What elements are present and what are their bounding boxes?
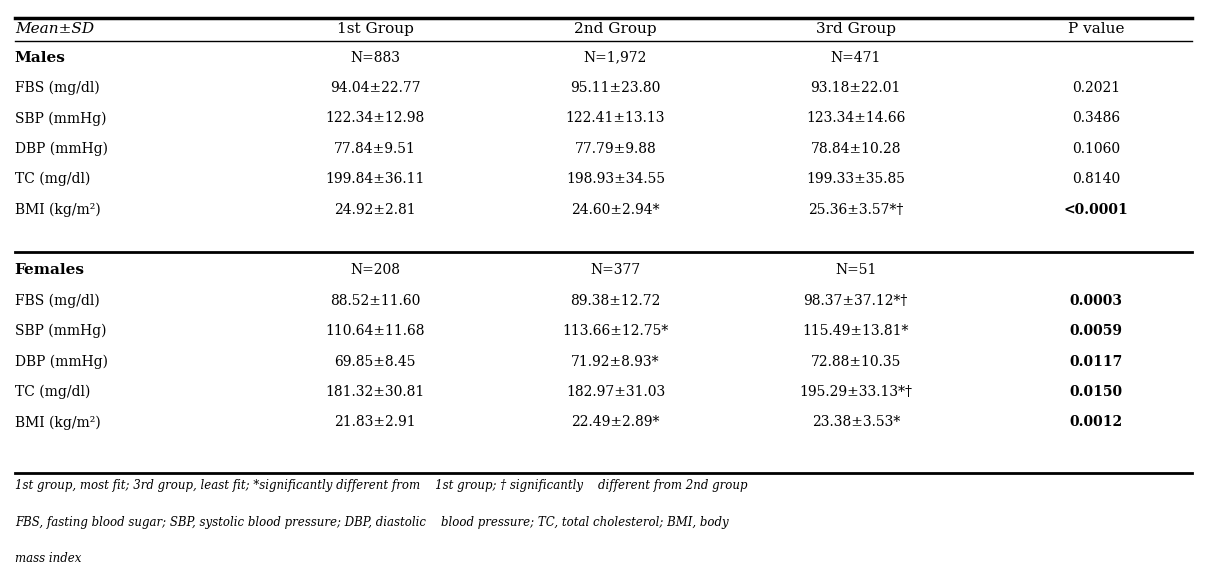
Text: 2nd Group: 2nd Group <box>575 22 657 36</box>
Text: N=883: N=883 <box>350 50 401 65</box>
Text: TC (mg/dl): TC (mg/dl) <box>14 385 91 399</box>
Text: 0.0117: 0.0117 <box>1069 355 1123 368</box>
Text: FBS (mg/dl): FBS (mg/dl) <box>14 294 99 308</box>
Text: BMI (kg/m²): BMI (kg/m²) <box>14 415 100 430</box>
Text: <0.0001: <0.0001 <box>1063 203 1129 217</box>
Text: 0.1060: 0.1060 <box>1072 142 1120 156</box>
Text: 69.85±8.45: 69.85±8.45 <box>334 355 416 368</box>
Text: Females: Females <box>14 264 84 277</box>
Text: 0.3486: 0.3486 <box>1072 112 1120 125</box>
Text: 113.66±12.75*: 113.66±12.75* <box>562 324 669 338</box>
Text: 78.84±10.28: 78.84±10.28 <box>811 142 902 156</box>
Text: 0.2021: 0.2021 <box>1072 81 1120 95</box>
Text: 72.88±10.35: 72.88±10.35 <box>811 355 900 368</box>
Text: DBP (mmHg): DBP (mmHg) <box>14 355 107 369</box>
Text: 95.11±23.80: 95.11±23.80 <box>571 81 660 95</box>
Text: 115.49±13.81*: 115.49±13.81* <box>803 324 909 338</box>
Text: 94.04±22.77: 94.04±22.77 <box>330 81 420 95</box>
Text: N=1,972: N=1,972 <box>584 50 647 65</box>
Text: Males: Males <box>14 50 65 65</box>
Text: 1st Group: 1st Group <box>337 22 414 36</box>
Text: N=377: N=377 <box>590 264 641 277</box>
Text: 24.60±2.94*: 24.60±2.94* <box>571 203 660 217</box>
Text: 123.34±14.66: 123.34±14.66 <box>806 112 905 125</box>
Text: 25.36±3.57*†: 25.36±3.57*† <box>809 203 904 217</box>
Text: 3rd Group: 3rd Group <box>816 22 896 36</box>
Text: 88.52±11.60: 88.52±11.60 <box>330 294 420 308</box>
Text: N=208: N=208 <box>350 264 401 277</box>
Text: 122.41±13.13: 122.41±13.13 <box>566 112 665 125</box>
Text: 195.29±33.13*†: 195.29±33.13*† <box>799 385 912 399</box>
Text: 89.38±12.72: 89.38±12.72 <box>571 294 660 308</box>
Text: 198.93±34.55: 198.93±34.55 <box>566 172 665 186</box>
Text: 0.0003: 0.0003 <box>1069 294 1123 308</box>
Text: DBP (mmHg): DBP (mmHg) <box>14 142 107 156</box>
Text: 0.0012: 0.0012 <box>1069 415 1123 430</box>
Text: N=471: N=471 <box>830 50 881 65</box>
Text: Mean±SD: Mean±SD <box>14 22 94 36</box>
Text: 1st group, most fit; 3rd group, least fit; *significantly different from    1st : 1st group, most fit; 3rd group, least fi… <box>14 478 747 492</box>
Text: 77.79±9.88: 77.79±9.88 <box>575 142 657 156</box>
Text: FBS, fasting blood sugar; SBP, systolic blood pressure; DBP, diastolic    blood : FBS, fasting blood sugar; SBP, systolic … <box>14 516 728 529</box>
Text: 71.92±8.93*: 71.92±8.93* <box>571 355 660 368</box>
Text: SBP (mmHg): SBP (mmHg) <box>14 324 106 339</box>
Text: 122.34±12.98: 122.34±12.98 <box>326 112 425 125</box>
Text: N=51: N=51 <box>835 264 876 277</box>
Text: 23.38±3.53*: 23.38±3.53* <box>811 415 900 430</box>
Text: 21.83±2.91: 21.83±2.91 <box>334 415 416 430</box>
Text: 24.92±2.81: 24.92±2.81 <box>334 203 416 217</box>
Text: 0.0059: 0.0059 <box>1069 324 1123 338</box>
Text: P value: P value <box>1068 22 1125 36</box>
Text: 93.18±22.01: 93.18±22.01 <box>811 81 900 95</box>
Text: FBS (mg/dl): FBS (mg/dl) <box>14 81 99 95</box>
Text: 77.84±9.51: 77.84±9.51 <box>334 142 416 156</box>
Text: 181.32±30.81: 181.32±30.81 <box>326 385 425 399</box>
Text: 98.37±37.12*†: 98.37±37.12*† <box>804 294 908 308</box>
Text: 199.84±36.11: 199.84±36.11 <box>326 172 425 186</box>
Text: 0.0150: 0.0150 <box>1069 385 1123 399</box>
Text: TC (mg/dl): TC (mg/dl) <box>14 172 91 186</box>
Text: 199.33±35.85: 199.33±35.85 <box>806 172 905 186</box>
Text: 182.97±31.03: 182.97±31.03 <box>566 385 665 399</box>
Text: BMI (kg/m²): BMI (kg/m²) <box>14 202 100 217</box>
Text: 110.64±11.68: 110.64±11.68 <box>326 324 425 338</box>
Text: 22.49±2.89*: 22.49±2.89* <box>571 415 660 430</box>
Text: SBP (mmHg): SBP (mmHg) <box>14 111 106 125</box>
Text: 0.8140: 0.8140 <box>1072 172 1120 186</box>
Text: mass index: mass index <box>14 552 81 566</box>
